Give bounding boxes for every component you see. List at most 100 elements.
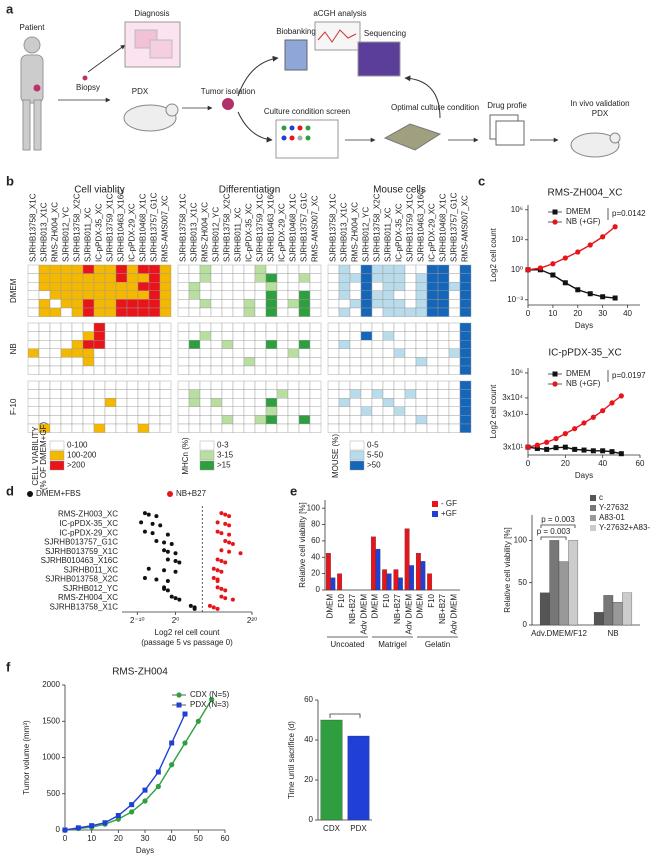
heatmap-cell: [415, 282, 428, 292]
heatmap-cell: [38, 307, 51, 317]
bar: [325, 553, 331, 591]
heatmap-cell: [27, 282, 40, 292]
heatmap-cell: [82, 282, 95, 292]
y-tick-label: 0: [316, 585, 321, 594]
heatmap-cell: [437, 273, 450, 283]
heatmap-cell: [254, 322, 267, 332]
heatmap-cell: [349, 389, 362, 399]
data-point: [142, 511, 147, 516]
heatmap-cell: [393, 340, 406, 350]
heatmap-cell: [137, 299, 150, 309]
heatmap-cell: [459, 380, 472, 390]
heatmap-cell: [382, 273, 395, 283]
data-point: [182, 711, 188, 717]
row-group-label: DMEM: [9, 278, 18, 303]
heatmap-cell: [27, 264, 40, 274]
heatmap-cell: [49, 415, 62, 425]
legend-title: CELL VIABILITY: [31, 426, 40, 486]
heatmap-cell: [60, 398, 73, 408]
heatmap-cell: [393, 406, 406, 416]
heatmap-cell: [338, 423, 351, 433]
heatmap-cell: [210, 340, 223, 350]
heatmap-cell: [60, 307, 73, 317]
heatmap-cell: [338, 264, 351, 274]
heatmap-cell: [232, 299, 245, 309]
data-point: [230, 597, 235, 602]
heatmap-cell: [93, 423, 106, 433]
heatmap-cell: [126, 406, 139, 416]
heatmap-cell: [49, 290, 62, 300]
diagram-label: Sequencing: [364, 29, 406, 38]
heatmap-cell: [137, 264, 150, 274]
data-point: [600, 234, 606, 240]
heatmap-cell: [459, 389, 472, 399]
heatmap-cell: [115, 380, 128, 390]
x-tick-label: Adv DMEM: [359, 594, 368, 635]
x-tick-label: 40: [623, 309, 632, 318]
legend-label: DMEM: [566, 369, 591, 378]
heatmap-cell: [126, 273, 139, 283]
heatmap-cell: [104, 331, 117, 341]
heatmap-cell: [276, 282, 289, 292]
data-point: [139, 520, 144, 525]
data-point: [129, 802, 135, 808]
heatmap-cell: [338, 348, 351, 358]
bar: [612, 602, 623, 626]
legend-label: CDX (N=5): [190, 690, 230, 699]
legend-swatch: [590, 495, 596, 501]
data-point: [600, 448, 606, 454]
heatmap-cell: [221, 380, 234, 390]
heatmap-cell: [349, 273, 362, 283]
bar: [415, 553, 421, 591]
column-label: SJRHB10463_X16C: [267, 189, 276, 262]
heatmap-cell: [243, 322, 256, 332]
heatmap-cell: [221, 389, 234, 399]
heatmap-cell: [338, 282, 351, 292]
heatmap-cell: [448, 415, 461, 425]
heatmap-cell: [82, 322, 95, 332]
heatmap-cell: [338, 331, 351, 341]
data-point: [165, 549, 170, 554]
heatmap-cell: [426, 398, 439, 408]
data-point: [525, 267, 531, 273]
data-point: [211, 566, 216, 571]
data-point: [169, 762, 175, 768]
heatmap-cell: [360, 299, 373, 309]
heatmap-cell: [309, 264, 322, 274]
heatmap-cell: [276, 398, 289, 408]
data-point: [612, 295, 618, 301]
data-point: [129, 809, 135, 815]
heatmap-cell: [309, 406, 322, 416]
heatmap-cell: [426, 273, 439, 283]
heatmap-cell: [60, 357, 73, 367]
y-tick-label: 60: [304, 695, 313, 704]
y-tick-label: SJRHB13758_X1C: [50, 602, 119, 611]
heatmap-cell: [243, 398, 256, 408]
heatmap-cell: [177, 423, 190, 433]
data-point: [550, 261, 556, 267]
data-point: [223, 512, 228, 517]
data-point: [165, 588, 170, 593]
heatmap-cell: [159, 322, 172, 332]
heatmap-cell: [437, 322, 450, 332]
heatmap-cell: [298, 365, 311, 375]
heatmap-cell: [210, 415, 223, 425]
heatmap-cell: [265, 331, 278, 341]
heatmap-cell: [338, 290, 351, 300]
heatmap-cell: [210, 423, 223, 433]
heatmap-cell: [276, 264, 289, 274]
heatmap-cell: [404, 307, 417, 317]
heatmap-cell: [276, 357, 289, 367]
heatmap-cell: [448, 322, 461, 332]
heatmap-cell: [104, 365, 117, 375]
data-point: [534, 442, 540, 448]
heatmap-cell: [371, 406, 384, 416]
diagram-label: Patient: [20, 23, 46, 32]
y-tick-label: 2000: [42, 680, 60, 689]
y-tick-label: 80: [311, 520, 320, 529]
heatmap-cell: [360, 290, 373, 300]
heatmap-cell: [71, 299, 84, 309]
column-label: SJRHB013_X1C: [40, 202, 49, 262]
data-point: [155, 769, 161, 775]
heatmap-cell: [393, 282, 406, 292]
